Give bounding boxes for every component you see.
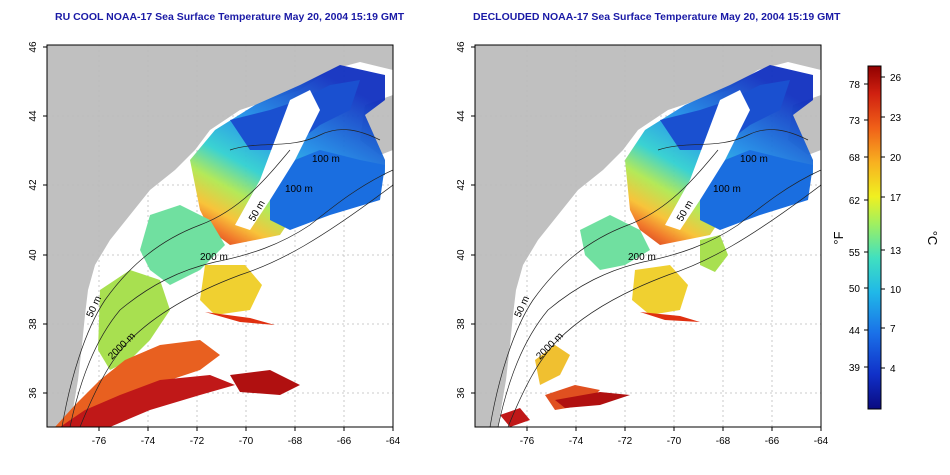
sst-georges (270, 150, 385, 230)
map-frame (46, 44, 394, 428)
celsius-tick: 20 (890, 153, 902, 164)
lon-tick: -72 (618, 436, 633, 447)
contour-label: 100 m (740, 154, 768, 165)
sst-southern-red (230, 370, 300, 395)
temperature-colorbar: 78 73 68 62 55 50 44 39 26 23 20 17 13 1… (831, 65, 940, 410)
fahrenheit-tick: 55 (849, 248, 861, 259)
lon-tick: -74 (141, 436, 156, 447)
sst-coastal-warm (98, 270, 170, 370)
lon-tick: -70 (667, 436, 682, 447)
fahrenheit-tick: 44 (849, 326, 861, 337)
sst-scotian-white (665, 90, 750, 230)
colorbar-ramp (867, 65, 882, 410)
lon-tick: -68 (716, 436, 731, 447)
contour-100m (657, 129, 809, 151)
lon-tick: -74 (569, 436, 584, 447)
lat-tick: 44 (28, 110, 39, 122)
fahrenheit-tick: 50 (849, 284, 861, 295)
fahrenheit-tick: 39 (849, 363, 861, 374)
celsius-axis-label: °C (925, 231, 940, 246)
contour-50m (61, 149, 291, 427)
lon-tick: -70 (239, 436, 254, 447)
contour-label: 100 m (312, 154, 340, 165)
celsius-tick: 10 (890, 285, 902, 296)
sst-mid-atlantic (580, 215, 650, 270)
celsius-tick: 17 (890, 193, 902, 204)
contour-label: 100 m (713, 184, 741, 195)
contour-2000m (79, 184, 393, 427)
fahrenheit-tick: 78 (849, 80, 861, 91)
left-map-panel: 100 m 100 m 50 m 200 m 50 m 2000 m 46 44… (28, 41, 401, 447)
lat-tick: 46 (456, 41, 467, 53)
sst-slope-warm (632, 265, 688, 315)
lon-tick: -76 (92, 436, 107, 447)
fahrenheit-axis-label: °F (831, 231, 846, 244)
lon-tick: -76 (520, 436, 535, 447)
contour-100m (229, 129, 381, 151)
land-mass (47, 45, 393, 427)
lat-tick: 38 (456, 318, 467, 330)
celsius-tick: 23 (890, 113, 902, 124)
lat-tick: 40 (28, 249, 39, 261)
left-panel-title: RU COOL NOAA-17 Sea Surface Temperature … (55, 11, 405, 23)
contour-label: 200 m (628, 252, 656, 263)
map-frame (474, 44, 822, 428)
sst-coastal-warm (535, 345, 570, 385)
lon-tick: -64 (386, 436, 401, 447)
lat-tick: 42 (28, 179, 39, 191)
lat-tick: 36 (28, 387, 39, 399)
contour-2000m (507, 184, 821, 427)
lat-tick: 40 (456, 249, 467, 261)
lon-tick: -66 (765, 436, 780, 447)
celsius-tick: 4 (890, 364, 896, 375)
right-panel-title: DECLOUDED NOAA-17 Sea Surface Temperatur… (473, 11, 841, 23)
sst-south-edge (500, 408, 530, 427)
lon-tick: -64 (814, 436, 829, 447)
sst-southern-red (555, 392, 630, 408)
fahrenheit-tick: 68 (849, 153, 861, 164)
contour-label: 200 m (200, 252, 228, 263)
fahrenheit-tick: 62 (849, 196, 861, 207)
sst-slope-edge (205, 312, 275, 325)
celsius-tick: 7 (890, 324, 896, 335)
lat-tick: 42 (456, 179, 467, 191)
sst-eddy (700, 235, 728, 272)
lat-tick: 38 (28, 318, 39, 330)
lon-tick: -68 (288, 436, 303, 447)
celsius-tick: 26 (890, 73, 902, 84)
sst-georges (700, 150, 813, 230)
celsius-tick: 13 (890, 246, 902, 257)
right-map-panel: 100 m 100 m 50 m 200 m 50 m 2000 m 46 44… (456, 41, 829, 447)
contour-label: 100 m (285, 184, 313, 195)
sst-slope-warm (200, 265, 262, 315)
sst-slope-edge (640, 312, 700, 322)
land-mass (475, 45, 821, 427)
lat-tick: 36 (456, 387, 467, 399)
fahrenheit-tick: 73 (849, 116, 861, 127)
sst-gulfstream-core (60, 375, 235, 427)
lon-tick: -66 (337, 436, 352, 447)
lat-tick: 46 (28, 41, 39, 53)
contour-50m (489, 149, 719, 427)
contour-200m (69, 169, 393, 427)
sst-scotian-white (235, 90, 320, 230)
lon-tick: -72 (190, 436, 205, 447)
contour-200m (497, 169, 821, 427)
lat-tick: 44 (456, 110, 467, 122)
